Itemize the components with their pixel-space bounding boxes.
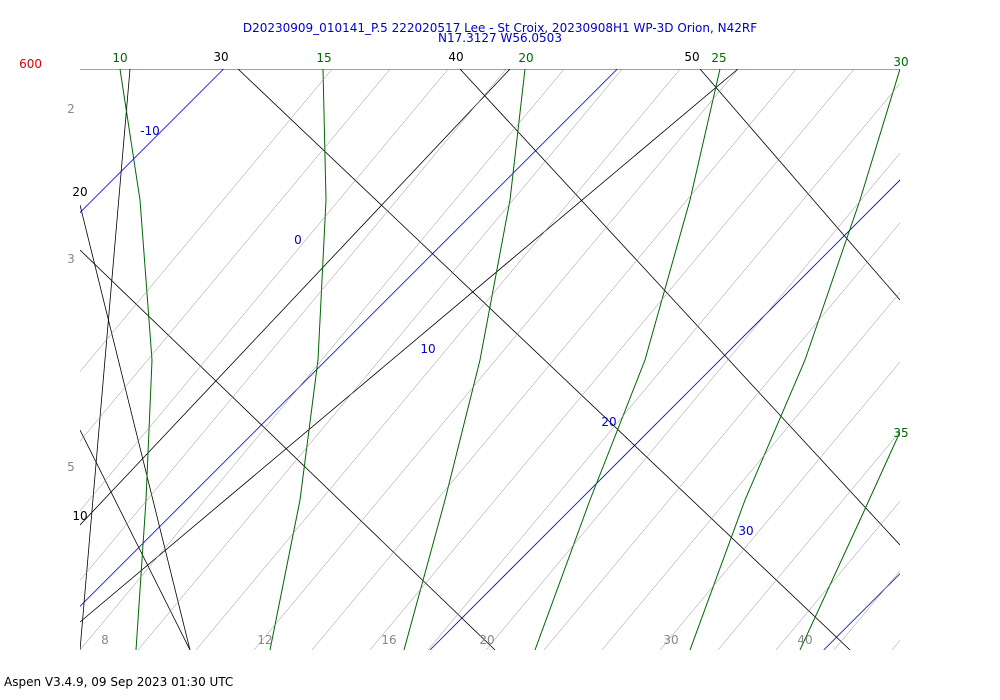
chart-title-line2: N17.3127 W56.0503 <box>438 31 562 45</box>
moist-adiabat-label: 25 <box>711 51 726 65</box>
mixing-ratio-line <box>427 83 900 650</box>
mixing-ratio-label: 40 <box>797 633 812 647</box>
dry-adiabat-line <box>459 69 900 546</box>
mixing-ratio-line <box>80 69 333 372</box>
mixing-ratio-line <box>80 69 565 650</box>
mixing-ratio-label: 16 <box>381 633 396 647</box>
moist-adiabat-label: 20 <box>518 51 533 65</box>
mixing-ratio-line <box>80 69 507 581</box>
mixing-ratio-line <box>543 222 900 650</box>
plot-area <box>80 50 1000 650</box>
isotherm-line <box>80 69 224 214</box>
mixing-ratio-line <box>485 152 900 650</box>
isotherm-label: 10 <box>420 342 435 356</box>
isotherm-line <box>429 179 900 650</box>
isotherm-label: 20 <box>601 415 616 429</box>
dry-adiabat-label: 30 <box>213 50 228 64</box>
mixing-ratio-line <box>80 69 391 442</box>
moist-adiabat-line <box>799 431 900 650</box>
mixing-ratio-line <box>137 69 623 650</box>
mixing-ratio-label: 8 <box>101 633 109 647</box>
moist-adiabat-line <box>119 69 153 650</box>
moist-adiabat-label: 30 <box>893 55 908 69</box>
dry-adiabat-line <box>80 69 739 623</box>
dry-adiabat-line <box>237 69 851 650</box>
mixing-ratio-line <box>833 570 900 650</box>
isotherm-line <box>823 573 900 650</box>
chart-title-line1: D20230909_010141_P.5 222020517 Lee - St … <box>242 21 758 35</box>
mixing-ratio-label: 20 <box>479 633 494 647</box>
mixing-ratio-line <box>80 69 449 512</box>
moist-adiabat-line <box>403 69 526 650</box>
dry-adiabat-label: 50 <box>684 50 699 64</box>
mixing-ratio-label: 30 <box>663 633 678 647</box>
mixing-ratio-label: 3 <box>67 252 75 266</box>
mixing-ratio-line <box>950 50 1000 650</box>
pressure-label: 600 <box>19 57 42 71</box>
dry-adiabat-line <box>80 429 191 650</box>
moist-adiabat-label: 10 <box>112 51 127 65</box>
dry-adiabat-line <box>80 204 191 650</box>
mixing-ratio-line <box>775 500 900 650</box>
footer-version-text: Aspen V3.4.9, 09 Sep 2023 01:30 UTC <box>4 675 234 689</box>
mixing-ratio-label: 2 <box>67 102 75 116</box>
isotherm-label: 30 <box>738 524 753 538</box>
mixing-ratio-label: 12 <box>257 633 272 647</box>
mixing-ratio-line <box>891 640 900 650</box>
moist-adiabat-label: 35 <box>893 426 908 440</box>
moist-adiabat-label: 15 <box>316 51 331 65</box>
mixing-ratio-line <box>195 69 681 650</box>
mixing-ratio-line <box>369 69 855 650</box>
mixing-ratio-line <box>601 292 900 650</box>
moist-adiabat-line <box>269 69 327 650</box>
mixing-ratio-line <box>253 69 739 650</box>
isotherm-line <box>80 69 618 607</box>
mixing-ratio-line <box>717 431 900 650</box>
dry-adiabat-line <box>699 69 900 301</box>
dry-adiabat-label: 40 <box>448 50 463 64</box>
dry-adiabat-label: 20 <box>72 185 87 199</box>
moist-adiabat-line <box>534 69 721 650</box>
isotherm-label: -10 <box>140 124 160 138</box>
mixing-ratio-line <box>659 361 900 650</box>
dry-adiabat-line <box>80 69 511 526</box>
dry-adiabat-line <box>80 69 131 650</box>
dry-adiabat-line <box>80 249 496 650</box>
mixing-ratio-label: 5 <box>67 460 75 474</box>
moist-adiabat-line <box>689 69 900 650</box>
mixing-ratio-line <box>311 69 797 650</box>
isotherm-label: 0 <box>294 233 302 247</box>
dry-adiabat-label: 10 <box>72 509 87 523</box>
